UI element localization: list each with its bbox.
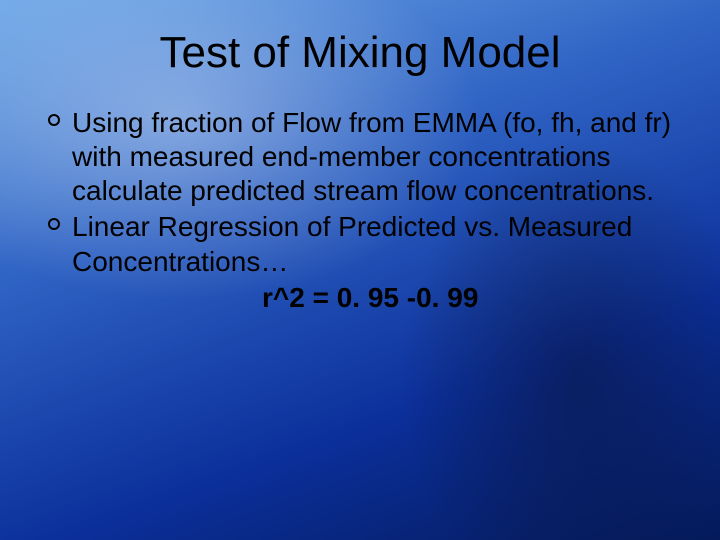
bullet-text: Using fraction of Flow from EMMA (fo, fh…: [72, 107, 671, 206]
bullet-item: Linear Regression of Predicted vs. Measu…: [48, 210, 672, 278]
bullet-item: Using fraction of Flow from EMMA (fo, fh…: [48, 106, 672, 208]
slide: Test of Mixing Model Using fraction of F…: [0, 0, 720, 540]
r-squared-line: r^2 = 0. 95 -0. 99: [48, 281, 672, 315]
bullet-marker-icon: [48, 218, 60, 230]
slide-body: Using fraction of Flow from EMMA (fo, fh…: [48, 106, 672, 315]
bullet-marker-icon: [48, 114, 60, 126]
slide-title: Test of Mixing Model: [48, 28, 672, 78]
bullet-text: Linear Regression of Predicted vs. Measu…: [72, 211, 632, 276]
